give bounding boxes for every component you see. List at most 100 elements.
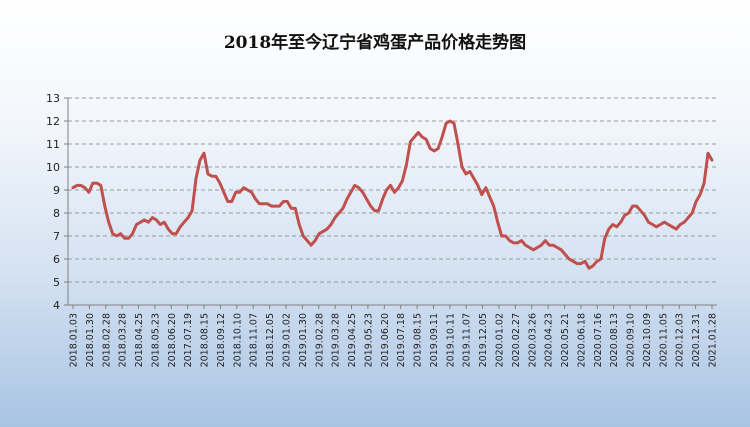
data-point	[477, 184, 479, 186]
data-point	[616, 226, 618, 228]
y-tick-label: 7	[53, 230, 60, 243]
x-tick-label: 2018.10.10	[232, 313, 243, 367]
y-tick-label: 6	[53, 253, 60, 266]
data-point	[505, 235, 507, 237]
data-point	[326, 228, 328, 230]
data-point	[385, 189, 388, 191]
data-point	[568, 258, 570, 260]
data-point	[128, 237, 130, 239]
data-point	[247, 189, 249, 191]
data-point	[314, 240, 316, 242]
data-point	[155, 219, 157, 221]
data-point	[528, 246, 531, 249]
data-point	[497, 221, 499, 223]
x-tick-label: 2021.01.28	[708, 313, 719, 367]
data-point	[445, 122, 447, 124]
data-point	[612, 223, 614, 226]
x-tick-label: 2020.12.31	[691, 313, 702, 367]
data-point	[366, 198, 368, 200]
data-point	[266, 203, 269, 205]
series-layer	[71, 119, 714, 270]
data-point	[231, 200, 233, 203]
data-point	[501, 235, 503, 237]
data-point	[393, 191, 396, 193]
data-point	[143, 219, 145, 221]
data-point	[270, 205, 272, 207]
data-point	[632, 205, 634, 207]
data-point	[707, 152, 709, 154]
data-point	[203, 152, 205, 154]
y-axis-ticks: 4 5 6 7 8 9 10 11 12 13	[46, 92, 68, 312]
x-tick-label: 2018.08.15	[200, 313, 211, 367]
data-point	[72, 187, 74, 189]
data-point	[84, 187, 86, 189]
series-points	[72, 120, 713, 269]
data-point	[592, 265, 594, 267]
y-tick-label: 4	[53, 299, 60, 312]
data-point	[80, 184, 82, 186]
data-point	[524, 244, 527, 246]
data-point	[600, 258, 602, 260]
data-point	[207, 173, 209, 175]
data-point	[354, 184, 356, 186]
x-tick-label: 2020.04.23	[544, 313, 555, 367]
data-point	[683, 221, 685, 223]
y-tick-label: 12	[46, 115, 60, 128]
data-point	[159, 223, 161, 226]
data-point	[92, 182, 94, 184]
data-point	[310, 244, 312, 246]
x-tick-label: 2018.05.23	[150, 313, 161, 367]
x-tick-label: 2018.06.20	[167, 313, 178, 367]
data-point	[362, 191, 364, 193]
data-point	[596, 260, 598, 262]
data-point	[235, 191, 237, 193]
data-point	[647, 221, 650, 223]
x-tick-label: 2019.01.02	[282, 313, 293, 367]
data-point	[262, 203, 265, 205]
data-point	[183, 221, 185, 223]
data-point	[552, 244, 554, 246]
data-point	[278, 205, 280, 207]
data-point	[429, 148, 431, 150]
data-point	[306, 240, 308, 242]
y-tick-label: 8	[53, 207, 60, 220]
x-tick-label: 2019.12.05	[478, 313, 489, 367]
x-tick-label: 2017.07.19	[183, 313, 194, 367]
data-point	[298, 223, 300, 226]
data-point	[104, 205, 106, 207]
data-point	[179, 226, 181, 228]
data-point	[421, 136, 423, 138]
x-tick-label: 2019.09.11	[429, 313, 440, 367]
data-point	[560, 249, 562, 251]
data-point	[651, 223, 654, 226]
data-point	[167, 228, 169, 230]
y-tick-label: 11	[46, 138, 60, 151]
data-point	[433, 150, 435, 152]
data-point	[588, 267, 590, 269]
data-point	[294, 207, 296, 209]
x-tick-label: 2019.01.30	[298, 313, 309, 367]
x-tick-label: 2018.01.30	[85, 313, 96, 367]
data-point	[691, 212, 693, 214]
data-point	[131, 233, 134, 235]
data-point	[370, 205, 372, 207]
data-point	[461, 166, 463, 168]
data-point	[163, 221, 165, 223]
x-tick-label: 2020.01.02	[495, 313, 506, 367]
data-point	[640, 210, 642, 212]
data-point	[219, 182, 221, 184]
data-point	[223, 191, 225, 193]
data-point	[191, 210, 193, 212]
data-point	[576, 263, 578, 265]
data-point	[290, 207, 292, 209]
x-tick-label: 2020.08.13	[609, 313, 620, 367]
data-point	[302, 235, 304, 237]
data-point	[572, 260, 574, 262]
data-point	[540, 244, 542, 246]
x-tick-label: 2019.07.18	[396, 313, 407, 367]
data-point	[151, 217, 153, 219]
data-point	[580, 263, 582, 265]
data-point	[346, 198, 348, 200]
x-tick-label: 2019.10.11	[445, 313, 456, 367]
